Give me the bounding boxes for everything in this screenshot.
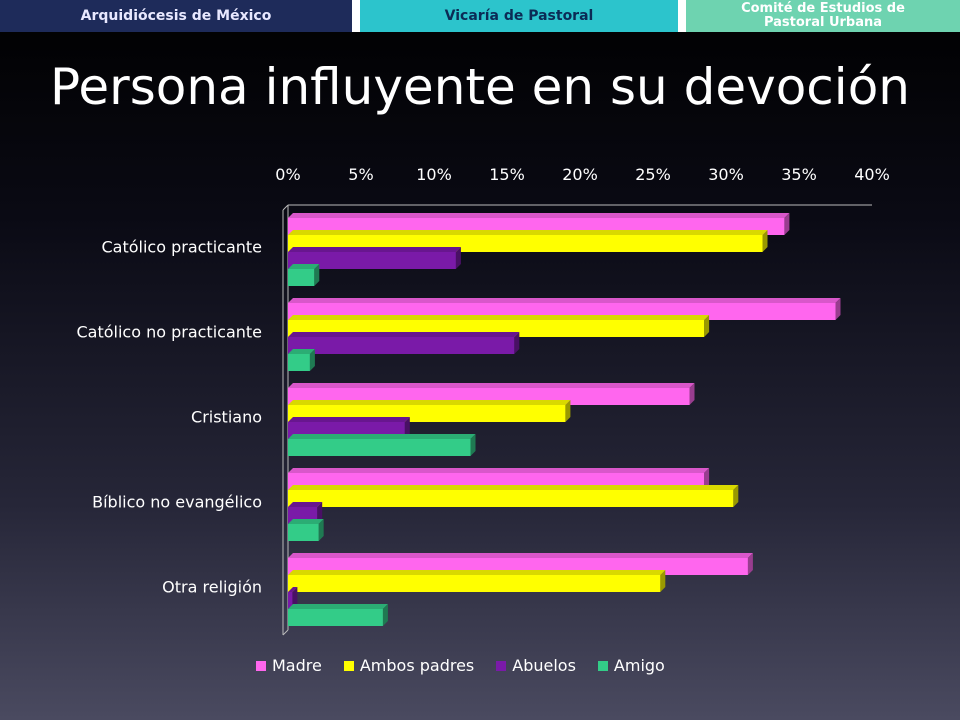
- legend-item: Abuelos: [496, 656, 576, 675]
- header-tab-arquidiocesis[interactable]: Arquidiócesis de México: [0, 0, 352, 32]
- category-label: Católico practicante: [101, 238, 262, 257]
- header-tab-comite-line2: Pastoral Urbana: [763, 15, 883, 30]
- header-tab-comite[interactable]: Comité de Estudios de Pastoral Urbana: [686, 0, 960, 32]
- bar-top-face: [288, 587, 298, 592]
- bar-side-face: [317, 502, 323, 524]
- bar-abuelos: [288, 592, 293, 609]
- x-tick-label: 5%: [348, 165, 373, 184]
- bar-amigo: [288, 524, 319, 541]
- category-label: Otra religión: [162, 578, 262, 597]
- bar-side-face: [762, 230, 768, 252]
- bar-side-face: [382, 604, 388, 626]
- chart-legend: Madre Ambos padres Abuelos Amigo: [256, 656, 665, 675]
- bar-top-face: [288, 502, 323, 507]
- legend-item: Amigo: [597, 656, 665, 675]
- bar-side-face: [784, 213, 790, 235]
- legend-swatch: [597, 660, 608, 671]
- bar-top-face: [288, 400, 571, 405]
- x-tick-label: 35%: [781, 165, 817, 184]
- bar-abuelos: [288, 337, 515, 354]
- bar-ambos-padres: [288, 490, 734, 507]
- bar-amigo: [288, 354, 310, 371]
- bar-top-face: [288, 315, 710, 320]
- x-tick-label: 0%: [275, 165, 300, 184]
- header-tab-comite-line1: Comité de Estudios de: [741, 1, 905, 16]
- bar-side-face: [455, 247, 461, 269]
- bar-top-face: [288, 247, 461, 252]
- x-tick-label: 20%: [562, 165, 598, 184]
- bar-side-face: [514, 332, 520, 354]
- x-tick-label: 40%: [854, 165, 890, 184]
- bar-side-face: [292, 587, 298, 609]
- bar-abuelos: [288, 252, 456, 269]
- axis-corner-top: [282, 204, 289, 211]
- category-label: Católico no practicante: [76, 323, 262, 342]
- legend-label: Amigo: [613, 656, 665, 675]
- bar-top-face: [288, 553, 753, 558]
- bar-top-face: [288, 230, 768, 235]
- bar-top-face: [288, 332, 520, 337]
- bar-top-face: [288, 417, 410, 422]
- legend-item: Madre: [256, 656, 322, 675]
- bar-amigo: [288, 439, 471, 456]
- bar-side-face: [660, 570, 666, 592]
- bar-side-face: [704, 468, 710, 490]
- legend-swatch: [496, 660, 507, 671]
- bar-amigo: [288, 609, 383, 626]
- x-tick-label: 10%: [416, 165, 452, 184]
- legend-label: Madre: [272, 656, 322, 675]
- bar-side-face: [318, 519, 324, 541]
- legend-label: Abuelos: [512, 656, 576, 675]
- bar-top-face: [288, 570, 666, 575]
- x-tick-label: 15%: [489, 165, 525, 184]
- bar-top-face: [288, 604, 388, 609]
- bar-top-face: [288, 485, 739, 490]
- bar-top-face: [288, 298, 841, 303]
- bar-top-face: [288, 468, 710, 473]
- x-tick-label: 30%: [708, 165, 744, 184]
- legend-swatch: [343, 660, 354, 671]
- bar-side-face: [835, 298, 841, 320]
- bar-side-face: [704, 315, 710, 337]
- axis-corner-bottom: [282, 629, 289, 636]
- header-tab-vicaria[interactable]: Vicaría de Pastoral: [360, 0, 678, 32]
- legend-swatch: [256, 660, 266, 671]
- bar-top-face: [288, 264, 320, 269]
- chart-title: Persona influyente en su devoción: [50, 58, 910, 116]
- bar-top-face: [288, 383, 695, 388]
- legend-item: Ambos padres: [343, 656, 475, 675]
- bar-side-face: [314, 264, 320, 286]
- bar-side-face: [565, 400, 571, 422]
- bar-top-face: [288, 519, 324, 524]
- category-label: Cristiano: [191, 408, 262, 427]
- bar-amigo: [288, 269, 315, 286]
- bar-side-face: [689, 383, 695, 405]
- legend-label: Ambos padres: [359, 656, 475, 675]
- bar-side-face: [404, 417, 410, 439]
- bar-side-face: [470, 434, 476, 456]
- bar-ambos-padres: [288, 575, 661, 592]
- bar-side-face: [733, 485, 739, 507]
- bar-top-face: [288, 349, 315, 354]
- bar-chart: 0% 5% 10% 15% 20% 25% 30% 35% 40% Católico practi…: [76, 165, 890, 636]
- bar-top-face: [288, 434, 476, 439]
- x-tick-label: 25%: [635, 165, 671, 184]
- bar-top-face: [288, 213, 790, 218]
- bar-side-face: [747, 553, 753, 575]
- bar-side-face: [309, 349, 315, 371]
- category-label: Bíblico no evangélico: [92, 493, 262, 512]
